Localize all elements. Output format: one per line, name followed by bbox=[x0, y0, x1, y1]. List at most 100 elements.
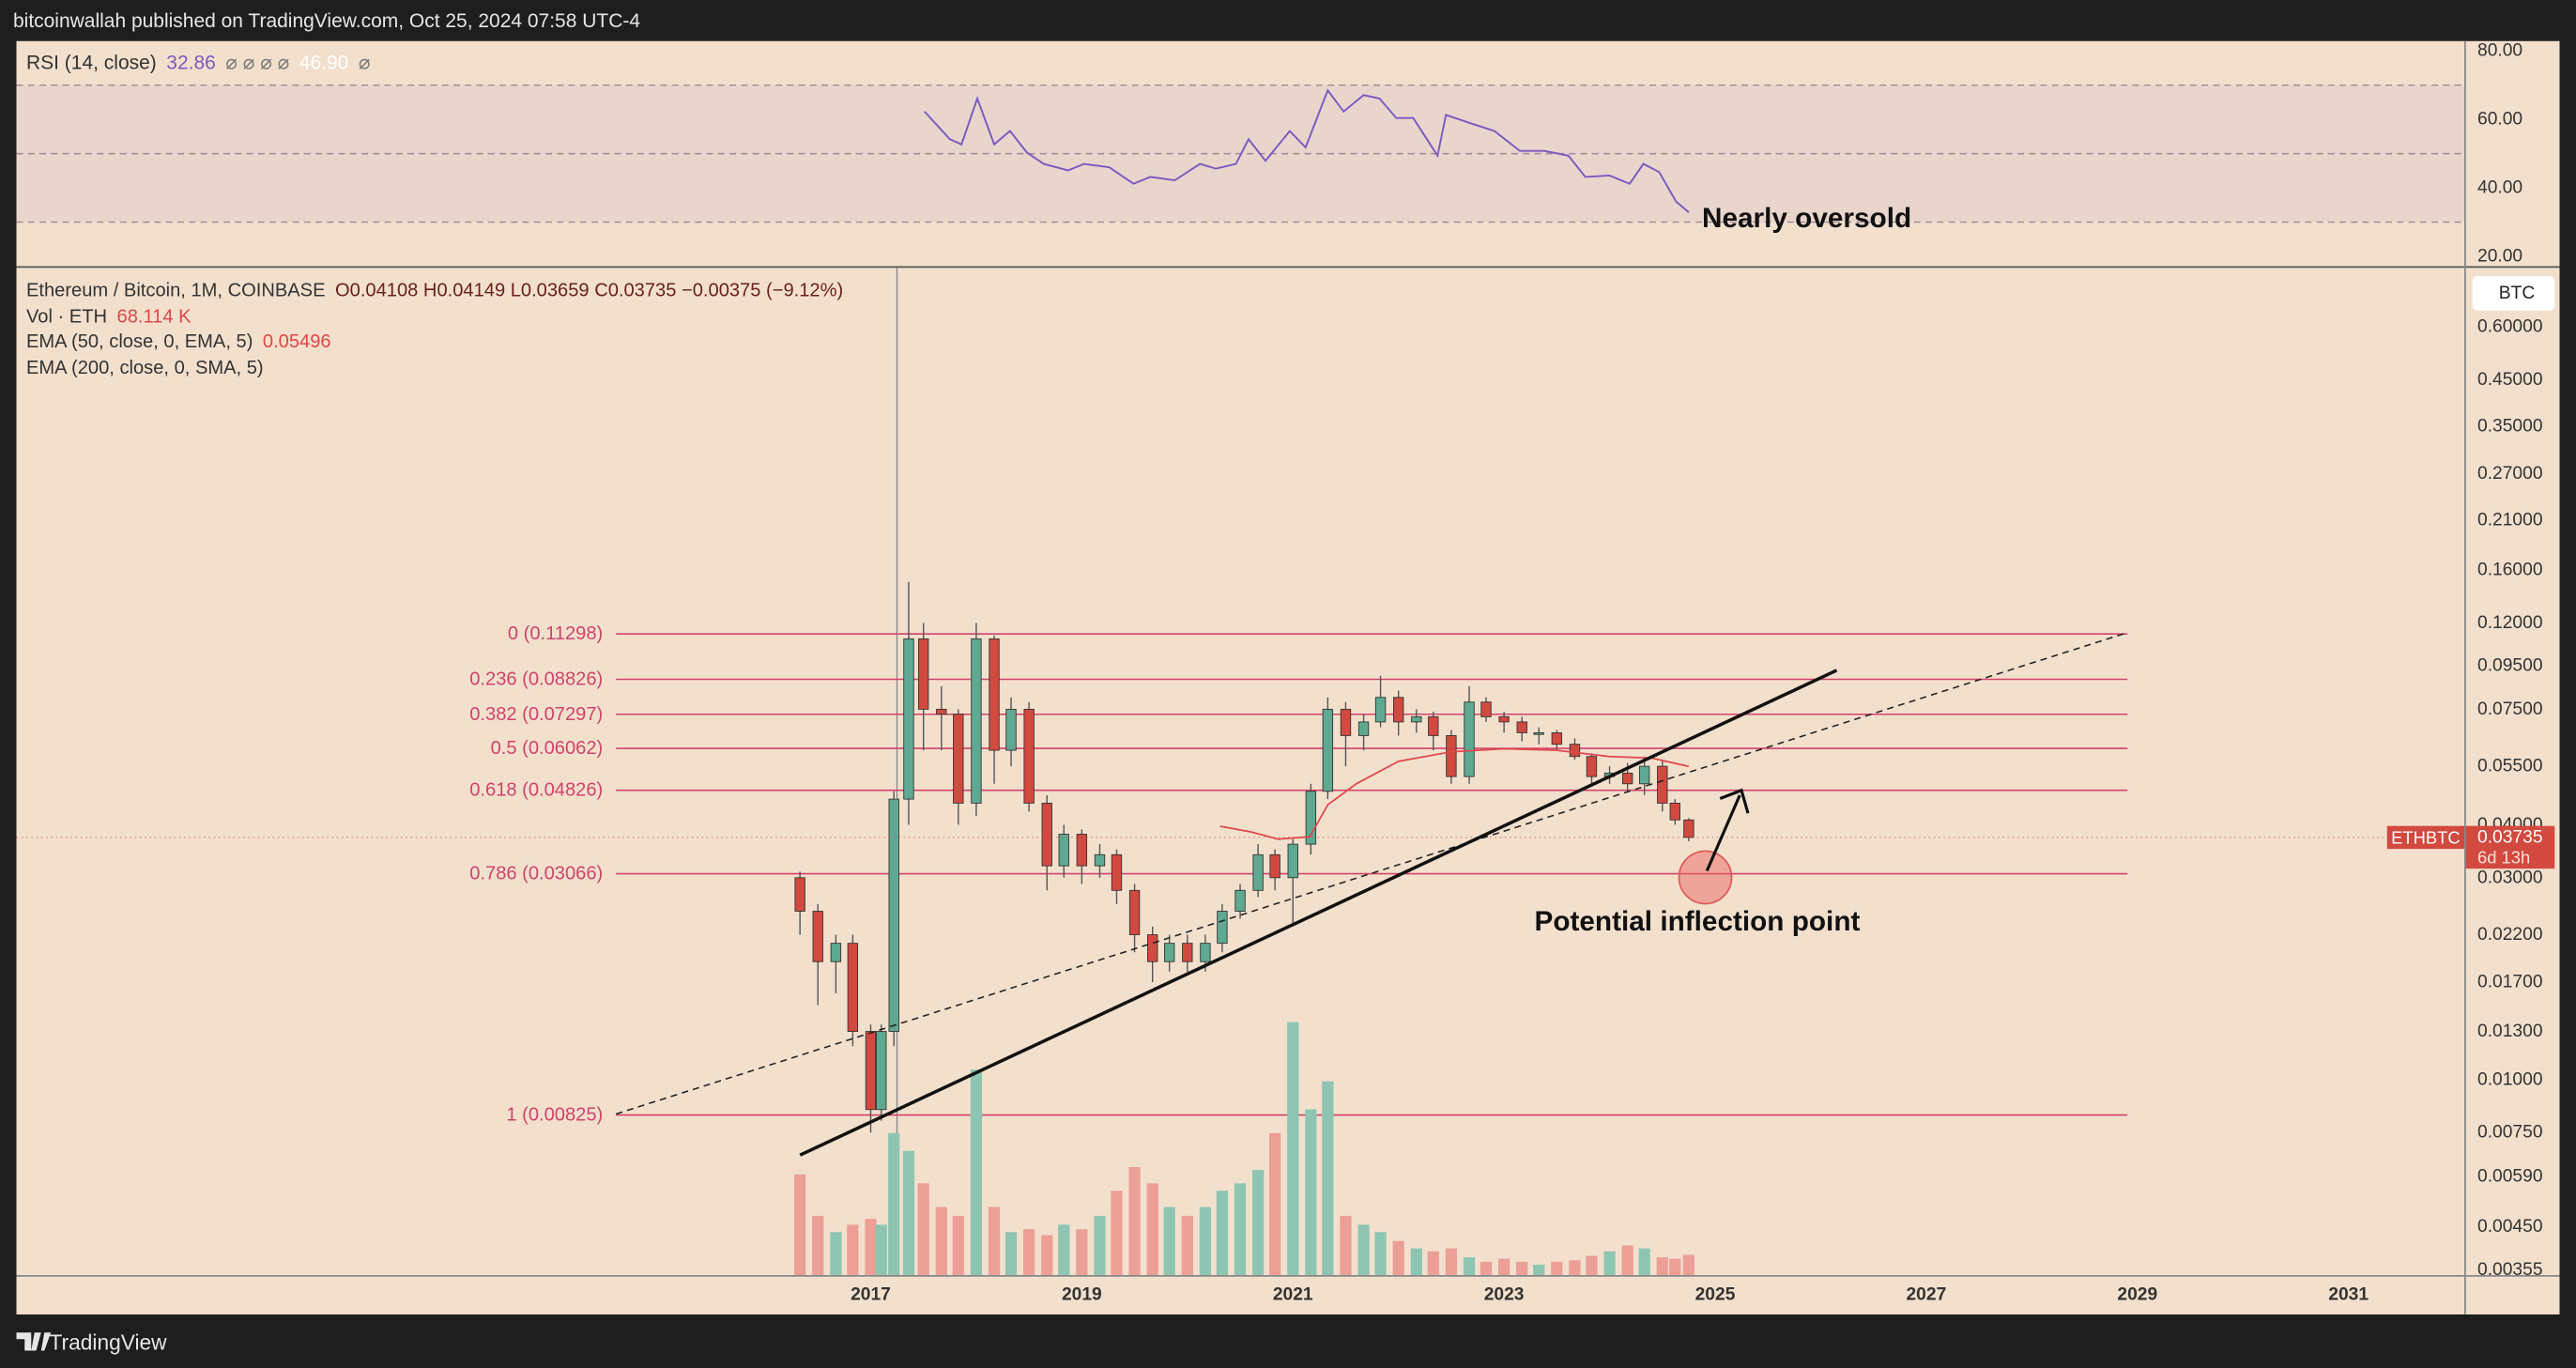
candle-body bbox=[1569, 744, 1581, 758]
volume-bar bbox=[1252, 1170, 1265, 1275]
candle-body bbox=[903, 638, 914, 800]
price-tick-label: 0.01000 bbox=[2477, 1069, 2543, 1089]
candle-body bbox=[1669, 802, 1680, 821]
countdown-label: 6d 13h bbox=[2477, 847, 2530, 867]
candle-body bbox=[1182, 943, 1193, 962]
candle-body bbox=[1164, 943, 1175, 962]
candle-body bbox=[1200, 943, 1211, 962]
price-tick-label: 0.00355 bbox=[2477, 1260, 2543, 1280]
volume-bar bbox=[1638, 1248, 1650, 1275]
candle-body bbox=[1287, 843, 1298, 879]
ema-value: 0.05496 bbox=[263, 331, 331, 352]
candle-body bbox=[1322, 708, 1334, 792]
price-tick-label: 0.00750 bbox=[2477, 1123, 2543, 1143]
volume-value: 68.114 K bbox=[117, 307, 192, 328]
price-tick-label: 0.01300 bbox=[2477, 1022, 2543, 1041]
rsi-annotation: Nearly oversold bbox=[1702, 203, 1911, 234]
rsi-tick-label: 40.00 bbox=[2477, 178, 2522, 198]
price-tick-label: 0.07500 bbox=[2477, 699, 2543, 719]
volume-bar bbox=[1516, 1261, 1528, 1275]
price-tick-label: 0.00590 bbox=[2477, 1167, 2543, 1187]
candle-body bbox=[812, 911, 823, 962]
price-tick-label: 0.01700 bbox=[2477, 973, 2543, 992]
volume-bar bbox=[888, 1132, 900, 1275]
volume-bar bbox=[1586, 1255, 1598, 1275]
price-tick-label: 0.05500 bbox=[2477, 757, 2543, 776]
candle-body bbox=[1446, 734, 1457, 777]
candle-body bbox=[1683, 819, 1694, 838]
symbol-title: Ethereum / Bitcoin, 1M, COINBASE bbox=[26, 281, 326, 301]
currency-label[interactable]: BTC bbox=[2499, 284, 2536, 303]
price-tick-label: 0.16000 bbox=[2477, 561, 2543, 580]
volume-bar bbox=[952, 1215, 964, 1275]
fib-label: 0.786 (0.03066) bbox=[469, 864, 603, 884]
candle-body bbox=[971, 638, 982, 804]
candle-body bbox=[847, 943, 859, 1032]
candle-body bbox=[1411, 715, 1422, 723]
volume-bar bbox=[1340, 1215, 1352, 1275]
volume-bar bbox=[1603, 1251, 1616, 1275]
candle-body bbox=[1340, 708, 1352, 736]
price-legend: Ethereum / Bitcoin, 1M, COINBASE O0.04108… bbox=[26, 281, 843, 301]
candle-body bbox=[1058, 834, 1069, 867]
volume-bar bbox=[1551, 1261, 1563, 1275]
candle-body bbox=[1357, 721, 1370, 736]
candle-body bbox=[1392, 697, 1404, 723]
candle-body bbox=[1252, 853, 1264, 891]
volume-bar bbox=[1058, 1224, 1070, 1275]
arrow-shaft bbox=[1705, 794, 1741, 872]
fib-label: 0.236 (0.08826) bbox=[469, 669, 603, 690]
price-tick-label: 0.09500 bbox=[2477, 656, 2543, 676]
volume-legend: Vol · ETH 68.114 K bbox=[26, 307, 192, 328]
inflection-circle bbox=[1678, 850, 1733, 905]
ema-legend: EMA (200, close, 0, SMA, 5) bbox=[26, 358, 264, 378]
candle-body bbox=[1269, 853, 1280, 879]
candle-body bbox=[1111, 853, 1123, 891]
candle-body bbox=[1005, 708, 1017, 751]
candle-body bbox=[1428, 715, 1439, 736]
volume-bar bbox=[1041, 1235, 1053, 1275]
footer-brand: TradingView bbox=[50, 1330, 168, 1355]
price-tick-label: 0.21000 bbox=[2477, 510, 2543, 530]
fib-label: 1 (0.00825) bbox=[506, 1105, 603, 1126]
candle-body bbox=[989, 638, 1000, 751]
volume-bar bbox=[1410, 1248, 1422, 1275]
volume-bar bbox=[1669, 1258, 1681, 1275]
volume-bar bbox=[1322, 1081, 1334, 1275]
volume-bar bbox=[1569, 1260, 1581, 1275]
price-tag bbox=[2464, 825, 2555, 869]
time-tick-label: 2027 bbox=[1906, 1284, 1946, 1304]
time-tick-label: 2019 bbox=[1062, 1284, 1102, 1304]
candle-body bbox=[1234, 889, 1246, 912]
volume-bar bbox=[794, 1174, 806, 1275]
ema-title: EMA (50, close, 0, EMA, 5) bbox=[26, 331, 253, 352]
publisher-line: bitcoinwallah published on TradingView.c… bbox=[13, 10, 640, 32]
arrow-head bbox=[1719, 788, 1750, 814]
volume-bar bbox=[1023, 1229, 1035, 1275]
candle-body bbox=[1076, 834, 1088, 867]
time-tick-label: 2029 bbox=[2117, 1284, 2157, 1304]
candle-body bbox=[1516, 721, 1527, 733]
volume-bar bbox=[1463, 1257, 1476, 1275]
fib-label: 0.618 (0.04826) bbox=[469, 780, 603, 801]
volume-bar bbox=[1004, 1232, 1018, 1275]
candle-body bbox=[953, 714, 964, 804]
rsi-tick-label: 20.00 bbox=[2477, 247, 2522, 267]
fib-label: 0.382 (0.07297) bbox=[469, 704, 603, 725]
currency-button[interactable] bbox=[2472, 275, 2555, 311]
volume-bar bbox=[988, 1207, 1001, 1275]
price-tick-label: 0.03000 bbox=[2477, 868, 2543, 887]
candle-body bbox=[1498, 715, 1510, 723]
volume-bar bbox=[1392, 1240, 1404, 1275]
price-tick-label: 0.02200 bbox=[2477, 925, 2543, 945]
rsi-ma-value: 46.90 bbox=[299, 52, 349, 73]
candle-body bbox=[1147, 934, 1158, 962]
volume-bar bbox=[1682, 1254, 1695, 1275]
volume-bar bbox=[1181, 1215, 1193, 1275]
candle-body bbox=[1305, 791, 1317, 845]
rsi-line bbox=[924, 88, 1690, 213]
footer-logo bbox=[16, 1332, 52, 1351]
candle-body bbox=[1023, 708, 1035, 804]
